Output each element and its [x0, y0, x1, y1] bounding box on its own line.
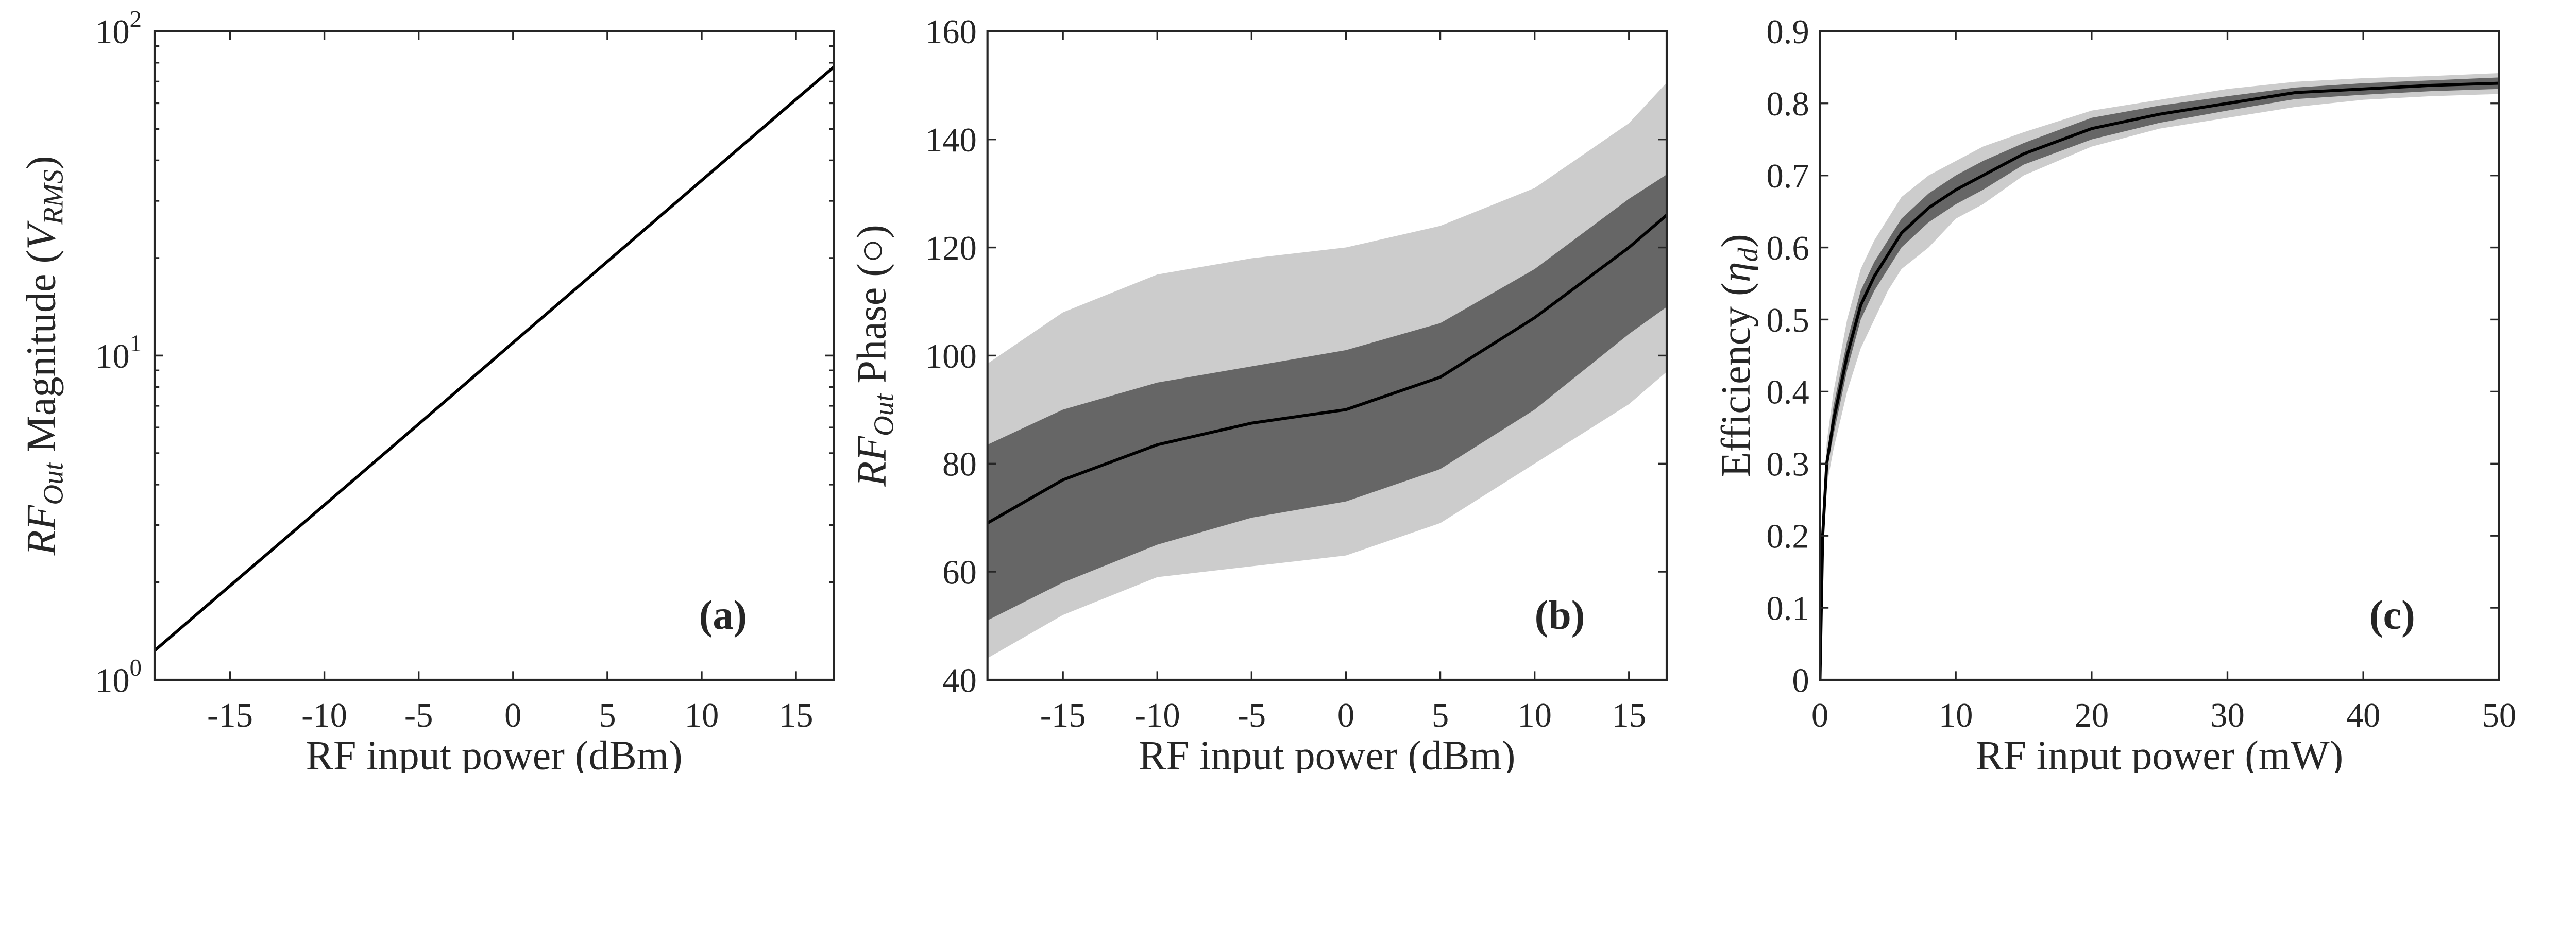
- y-tick-exponent: 2: [130, 6, 142, 33]
- y-label-part: Efficiency (: [1714, 282, 1759, 477]
- x-tick-label: 5: [1432, 697, 1449, 734]
- x-tick-label: -10: [301, 697, 347, 734]
- plot-area: [1820, 73, 2499, 680]
- y-tick-label: 100: [925, 338, 977, 375]
- mean-line: [155, 65, 834, 652]
- y-label-part: RMS: [38, 169, 69, 225]
- y-tick-label: 40: [942, 662, 977, 699]
- y-tick-base: 10: [95, 338, 130, 375]
- x-tick-label: 30: [2210, 697, 2245, 734]
- x-tick-label: 10: [685, 697, 719, 734]
- y-axis-label: RFOut Magnitude (VRMS): [19, 156, 69, 556]
- y-tick-label: 0.5: [1766, 302, 1809, 339]
- y-tick-label: 60: [942, 554, 977, 591]
- axes-box: [153, 30, 835, 681]
- y-axis-label: Efficiency (ηd): [1714, 234, 1764, 477]
- y-label-part: RF: [849, 436, 894, 487]
- y-tick-label: 0: [1792, 662, 1809, 699]
- y-tick-label: 0.9: [1766, 13, 1809, 51]
- y-tick-exponent: 1: [130, 330, 142, 357]
- y-label-part: Out: [868, 393, 899, 436]
- y-label-part: Out: [38, 461, 69, 505]
- x-tick-label: -5: [1238, 697, 1266, 734]
- x-tick-label: 10: [1939, 697, 1973, 734]
- y-tick-label: 120: [925, 230, 977, 267]
- panel-b: -15 -10 -5 0 5 10 15 40 60 80 100 120 140 160 RF input…: [849, 13, 1668, 772]
- x-tick-label: -5: [404, 697, 433, 734]
- y-tick-base: 10: [95, 662, 130, 699]
- y-tick-label: 0.8: [1766, 85, 1809, 123]
- x-tick-label: -15: [207, 697, 253, 734]
- x-tick-label: 0: [504, 697, 521, 734]
- y-tick-base: 10: [95, 13, 130, 51]
- y-tick-label: 102: [95, 6, 142, 52]
- y-tick-label: 0.6: [1766, 230, 1809, 267]
- y-tick-label: 0.2: [1766, 518, 1809, 556]
- y-tick-label: 140: [925, 122, 977, 159]
- y-tick-label: 101: [95, 330, 142, 375]
- y-axis-label: RFOut Phase (○): [849, 225, 899, 487]
- y-label-part: ): [19, 156, 64, 169]
- x-axis-label: RF input power (mW): [1976, 733, 2343, 772]
- x-tick-label: 50: [2482, 697, 2517, 734]
- x-tick-label: -10: [1134, 697, 1180, 734]
- y-label-part: ): [1714, 234, 1759, 248]
- inner-band: [987, 174, 1667, 621]
- y-tick-label: 80: [942, 446, 977, 484]
- y-label-part: η: [1714, 262, 1759, 282]
- x-axis-label: RF input power (dBm): [1139, 733, 1515, 772]
- y-tick-label: 0.4: [1766, 374, 1809, 411]
- y-tick-label: 0.3: [1766, 446, 1809, 484]
- panel-label: (c): [2369, 593, 2415, 638]
- x-tick-label: 15: [779, 697, 814, 734]
- y-tick-label: 0.7: [1766, 158, 1809, 195]
- y-tick-label: 100: [95, 655, 142, 700]
- inner-band: [1820, 77, 2499, 680]
- mean-line: [1820, 81, 2499, 680]
- panel-label: (b): [1535, 593, 1585, 638]
- mean-line: [987, 214, 1667, 525]
- panel-label: (a): [699, 593, 747, 638]
- x-tick-label: 10: [1517, 697, 1552, 734]
- plot-area: [155, 65, 834, 652]
- y-label-part: V: [19, 220, 64, 250]
- x-tick-label: -15: [1040, 697, 1086, 734]
- y-label-part: RF: [19, 505, 64, 556]
- outer-band: [1820, 73, 2499, 680]
- x-tick-label: 20: [2075, 697, 2109, 734]
- y-tick-exponent: 0: [130, 655, 142, 681]
- x-axis-label: RF input power (dBm): [306, 733, 683, 772]
- x-tick-label: 0: [1337, 697, 1354, 734]
- y-tick-label: 0.1: [1766, 590, 1809, 627]
- y-label-part: Magnitude (: [19, 250, 64, 462]
- x-tick-label: 5: [599, 697, 616, 734]
- y-label-part: d: [1732, 247, 1764, 262]
- x-tick-label: 0: [1811, 697, 1828, 734]
- y-label-part: Phase (○): [849, 225, 894, 393]
- x-tick-label: 15: [1612, 697, 1646, 734]
- axes-box: [1819, 30, 2500, 681]
- y-tick-label: 160: [925, 13, 977, 51]
- x-tick-label: 40: [2346, 697, 2381, 734]
- panel-c: 0 10 20 30 40 50 0 0.1 0.2 0.3 0.4 0.5 0.6 0.7 0.8 0.9 R…: [1714, 13, 2516, 772]
- plot-area: [987, 82, 1667, 659]
